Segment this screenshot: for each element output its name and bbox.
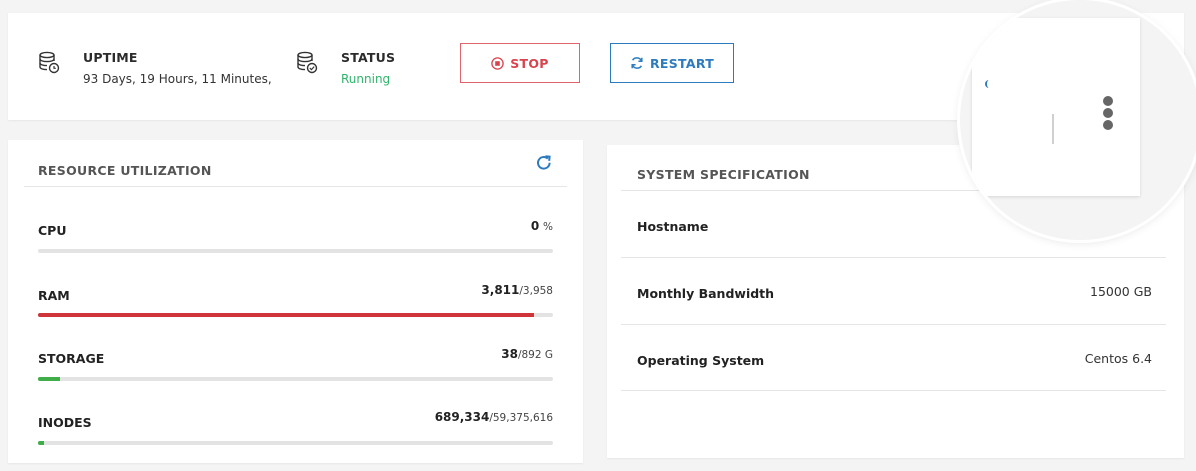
system-specification-title: SYSTEM SPECIFICATION [637,167,810,182]
cpu-label: CPU [38,223,67,238]
database-clock-icon [39,51,60,74]
status-title: STATUS [341,50,396,65]
inodes-progress-bar [38,441,553,445]
storage-progress-bar [38,377,553,381]
storage-value: 38/892 G [501,347,553,361]
ram-value: 3,811/3,958 [481,283,553,297]
stop-label: STOP [510,55,549,71]
storage-label: STORAGE [38,351,105,366]
resource-utilization-title: RESOURCE UTILIZATION [38,163,212,178]
inodes-progress-fill [38,441,45,445]
uptime-title: UPTIME [83,50,138,65]
divider [621,190,1166,191]
ram-label: RAM [38,288,70,303]
operating-system-value: Centos 6.4 [1084,351,1152,366]
status-value: Running [341,72,391,86]
database-check-icon [297,51,318,74]
partial-icon [985,80,993,88]
more-menu-dot[interactable] [1103,96,1113,106]
restart-button[interactable]: RESTART [610,43,734,83]
monthly-bandwidth-value: 15000 GB [1090,284,1152,299]
divider [24,186,567,187]
magnified-panel [972,18,1140,196]
inodes-value: 689,334/59,375,616 [434,410,553,424]
stop-icon [491,56,504,70]
restart-icon [631,57,643,69]
restart-label: RESTART [649,55,715,71]
storage-progress-fill [38,377,61,381]
operating-system-label: Operating System [637,353,765,368]
magnifier-overlay [960,0,1196,240]
resource-utilization-card: RESOURCE UTILIZATION CPU 0 % RAM 3,811/3… [8,140,583,463]
divider [621,257,1166,258]
more-menu-dot[interactable] [1103,120,1113,130]
hostname-label: Hostname [637,219,709,234]
refresh-icon[interactable] [535,154,553,172]
stop-button[interactable]: STOP [460,43,580,83]
divider [621,324,1166,325]
divider [621,390,1166,391]
uptime-value: 93 Days, 19 Hours, 11 Minutes, [83,72,272,86]
ram-progress-fill [38,313,534,317]
more-menu-dot[interactable] [1103,108,1113,118]
vertical-divider [1052,114,1054,144]
cpu-progress-bar [38,249,553,253]
cpu-value: 0 % [530,219,553,233]
monthly-bandwidth-label: Monthly Bandwidth [637,286,775,301]
ram-progress-bar [38,313,553,317]
inodes-label: INODES [38,415,92,430]
